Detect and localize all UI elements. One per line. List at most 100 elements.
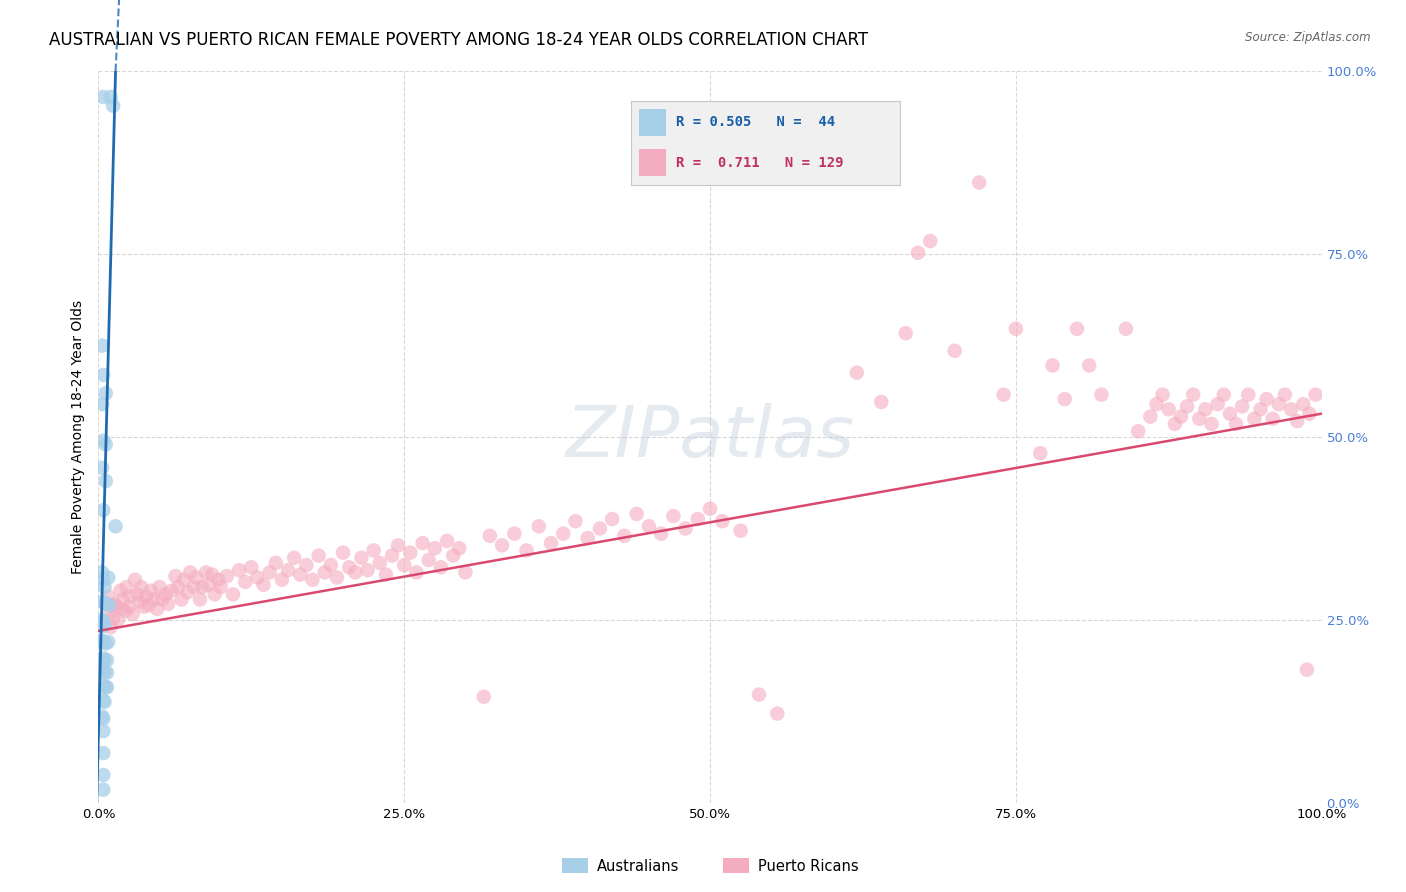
Point (1296, 663, 1319, 677)
Point (600, 512, 623, 526)
Point (1256, 392, 1278, 406)
Point (91, 782, 114, 797)
Point (1243, 412, 1265, 426)
Point (264, 556, 287, 570)
Point (149, 580, 172, 594)
Point (118, 599, 141, 614)
Point (1212, 387, 1234, 401)
Point (1237, 387, 1260, 401)
Point (1261, 412, 1284, 426)
Point (1206, 397, 1229, 411)
Point (1090, 387, 1112, 401)
Point (93, 653, 115, 667)
Point (91, 651, 114, 665)
Point (94, 386, 117, 401)
Point (319, 558, 342, 573)
Point (98, 599, 121, 613)
Point (993, 387, 1015, 401)
Point (277, 563, 299, 577)
Point (120, 590, 142, 604)
Point (1157, 402, 1180, 417)
Point (326, 570, 349, 584)
Point (139, 583, 162, 598)
Point (1219, 407, 1241, 421)
Point (96, 665, 118, 680)
Point (387, 538, 409, 552)
Point (91, 633, 114, 648)
Point (1146, 397, 1168, 411)
Point (209, 580, 232, 594)
Point (91, 709, 114, 723)
Point (93, 619, 115, 633)
Point (170, 592, 193, 607)
Point (129, 594, 152, 608)
Point (100, 620, 122, 634)
Point (1305, 387, 1327, 401)
Point (160, 583, 183, 598)
Point (675, 521, 697, 535)
Point (638, 519, 661, 533)
Point (374, 567, 396, 582)
Point (748, 688, 770, 702)
Point (405, 566, 427, 580)
Point (111, 602, 134, 616)
Point (1225, 417, 1247, 431)
Point (626, 507, 648, 521)
Point (91, 768, 114, 782)
Point (94, 636, 117, 650)
Point (101, 99, 124, 113)
Y-axis label: Female Poverty Among 18-24 Year Olds: Female Poverty Among 18-24 Year Olds (72, 300, 86, 574)
Point (91, 566, 114, 580)
Point (101, 611, 124, 625)
Point (1128, 424, 1150, 438)
Point (111, 592, 134, 607)
Point (93, 665, 115, 680)
Point (91, 573, 114, 587)
Point (146, 602, 169, 616)
Point (540, 536, 562, 550)
Point (138, 599, 160, 613)
Point (107, 613, 129, 627)
Point (381, 549, 404, 563)
Point (1298, 407, 1320, 421)
Point (1115, 322, 1137, 336)
Point (392, 558, 416, 573)
Point (94, 474, 117, 488)
Point (91, 90, 114, 104)
Text: R =  0.711   N = 129: R = 0.711 N = 129 (676, 156, 844, 169)
Point (94, 680, 117, 694)
Point (1004, 322, 1026, 336)
Point (845, 366, 868, 380)
Point (97, 635, 120, 649)
Point (454, 566, 477, 580)
Bar (638, 109, 665, 136)
Point (332, 546, 354, 560)
Point (589, 521, 612, 535)
Point (124, 573, 146, 587)
Point (91, 693, 114, 707)
Point (201, 567, 224, 582)
Point (1170, 409, 1192, 424)
Point (412, 536, 434, 550)
Point (155, 587, 177, 601)
Point (165, 569, 187, 583)
Point (527, 519, 550, 533)
Legend: Australians, Puerto Ricans: Australians, Puerto Ricans (555, 853, 865, 880)
Point (96, 653, 118, 667)
Point (1230, 400, 1253, 414)
Point (91, 615, 114, 629)
Point (96, 680, 118, 694)
Point (91, 460, 114, 475)
Point (1249, 402, 1271, 417)
Point (195, 566, 218, 580)
Text: AUSTRALIAN VS PUERTO RICAN FEMALE POVERTY AMONG 18-24 YEAR OLDS CORRELATION CHAR: AUSTRALIAN VS PUERTO RICAN FEMALE POVERT… (49, 31, 869, 49)
Point (91, 663, 114, 677)
Point (766, 706, 789, 721)
Point (314, 566, 336, 580)
Point (1053, 392, 1076, 406)
Point (1274, 387, 1296, 401)
Point (1292, 397, 1315, 411)
Point (105, 599, 128, 614)
Bar (638, 149, 665, 177)
Point (436, 533, 458, 548)
